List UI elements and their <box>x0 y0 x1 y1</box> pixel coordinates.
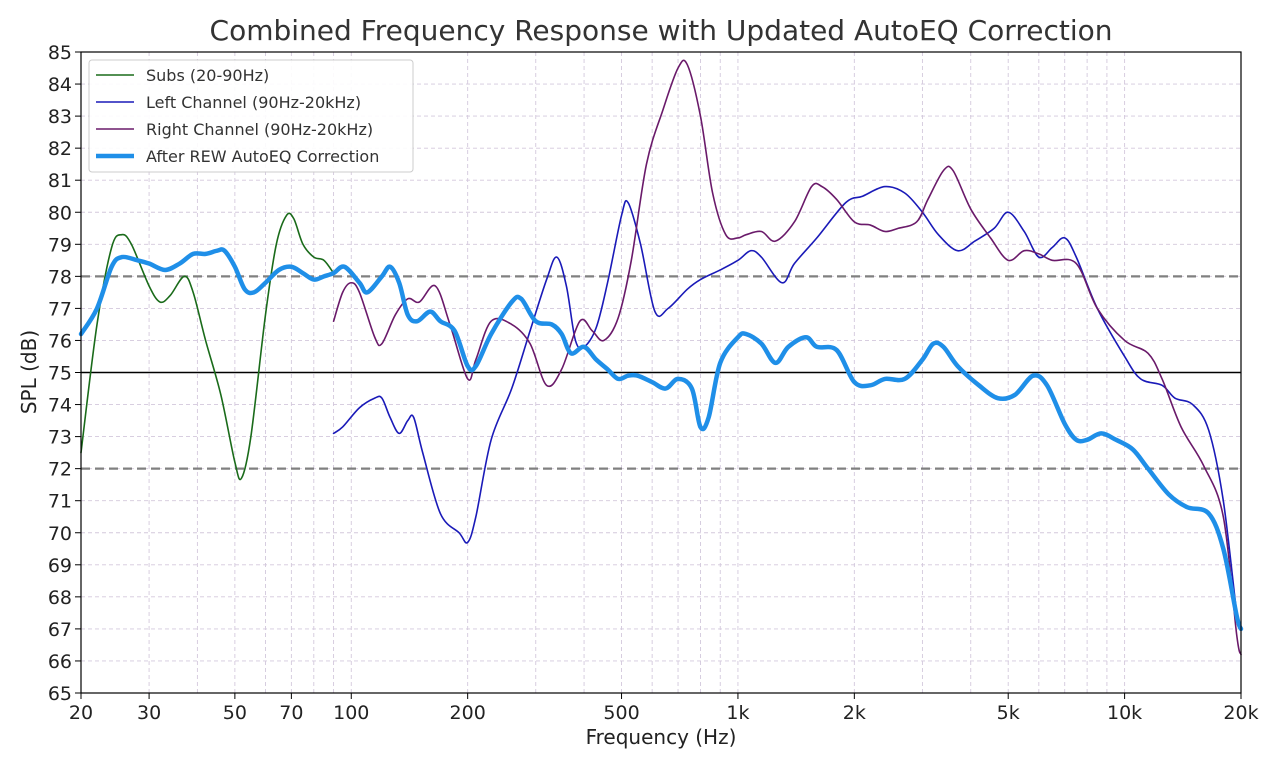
y-tick-label: 80 <box>48 202 72 224</box>
y-tick-label: 72 <box>48 459 72 481</box>
chart-title: Combined Frequency Response with Updated… <box>210 14 1113 47</box>
y-tick-label: 77 <box>48 298 72 320</box>
y-tick-label: 81 <box>48 170 72 192</box>
y-tick-label: 84 <box>48 74 72 96</box>
x-axis-label: Frequency (Hz) <box>586 725 737 749</box>
reference-lines <box>81 275 1241 470</box>
y-tick-label: 76 <box>48 330 72 352</box>
x-tick-label: 10k <box>1107 702 1142 724</box>
y-axis-label: SPL (dB) <box>17 330 41 414</box>
x-tick-label: 20k <box>1223 702 1258 724</box>
y-tick-label: 79 <box>48 234 72 256</box>
x-tick-label: 20 <box>69 702 93 724</box>
subs-series-line <box>80 212 335 481</box>
legend-box <box>88 59 414 173</box>
y-tick-label: 66 <box>48 651 72 673</box>
y-axis-ticks: 65 66 67 68 69 70 71 72 73 74 75 76 77 78 79 80 81 82 83 84… <box>48 42 81 705</box>
legend-label: Left Channel (90Hz-20kHz) <box>146 93 361 112</box>
y-tick-label: 74 <box>48 395 72 417</box>
y-tick-label: 85 <box>48 42 72 64</box>
right-channel-series-line <box>332 59 1242 656</box>
x-tick-label: 5k <box>997 702 1020 724</box>
x-tick-label: 1k <box>726 702 749 724</box>
y-tick-label: 69 <box>48 555 72 577</box>
legend-label: After REW AutoEQ Correction <box>146 147 379 166</box>
y-tick-label: 83 <box>48 106 72 128</box>
y-tick-label: 71 <box>48 491 72 513</box>
legend-entry-autoeq: After REW AutoEQ Correction <box>96 147 379 166</box>
x-tick-label: 100 <box>333 702 369 724</box>
y-tick-label: 67 <box>48 619 72 641</box>
y-tick-label: 70 <box>48 523 72 545</box>
series-lines <box>78 59 1244 656</box>
autoeq-corrected-series-line <box>78 247 1244 632</box>
x-tick-label: 200 <box>450 702 486 724</box>
y-tick-label: 73 <box>48 427 72 449</box>
x-tick-label: 50 <box>223 702 247 724</box>
legend-label: Right Channel (90Hz-20kHz) <box>146 120 373 139</box>
y-tick-label: 68 <box>48 587 72 609</box>
x-tick-label: 30 <box>137 702 161 724</box>
legend-entry-right-channel: Right Channel (90Hz-20kHz) <box>96 120 373 139</box>
x-tick-label: 2k <box>843 702 866 724</box>
x-axis-ticks: 20 30 50 70 100 200 500 1k 2k 5k 10k 20k <box>69 693 1259 724</box>
legend-entry-left-channel: Left Channel (90Hz-20kHz) <box>96 93 361 112</box>
y-tick-label: 75 <box>48 363 72 385</box>
y-tick-label: 65 <box>48 683 72 705</box>
left-channel-series-line <box>332 185 1242 630</box>
legend-entry-subs: Subs (20-90Hz) <box>96 66 269 85</box>
legend-label: Subs (20-90Hz) <box>146 66 269 85</box>
x-tick-label: 500 <box>603 702 639 724</box>
legend: Subs (20-90Hz) Left Channel (90Hz-20kHz) R… <box>88 59 414 173</box>
x-tick-label: 70 <box>279 702 303 724</box>
y-tick-label: 82 <box>48 138 72 160</box>
y-tick-label: 78 <box>48 266 72 288</box>
